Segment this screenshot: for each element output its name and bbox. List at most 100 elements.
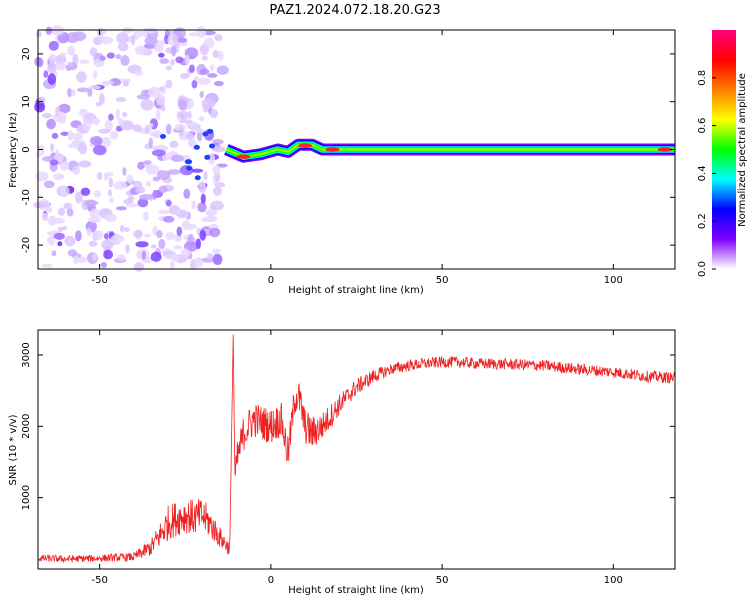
noise-blob	[76, 71, 87, 83]
x-tick-label: 0	[268, 575, 274, 586]
y-tick-label: -20	[21, 237, 32, 253]
noise-blob	[143, 27, 157, 34]
noise-blob	[145, 164, 160, 175]
noise-blob	[105, 213, 117, 223]
noise-blob	[89, 47, 98, 57]
noise-blob	[209, 64, 215, 72]
noise-blob	[143, 160, 152, 165]
carrier-hotspot	[325, 147, 340, 152]
noise-blob	[109, 197, 114, 204]
noise-blob	[139, 193, 153, 201]
snr-line	[37, 334, 676, 563]
noise-blob	[199, 68, 210, 75]
noise-blob	[90, 135, 103, 146]
noise-blob	[178, 119, 193, 124]
noise-blob	[188, 32, 199, 37]
noise-blob	[98, 128, 111, 134]
noise-blob	[216, 65, 229, 75]
noise-blob	[158, 185, 168, 194]
noise-blob	[67, 249, 78, 257]
noise-blob	[75, 256, 88, 264]
noise-blob	[170, 58, 175, 66]
noise-blob	[60, 131, 70, 136]
colorbar-tick-label: 0.2	[697, 213, 708, 229]
noise-blob	[172, 34, 179, 44]
noise-blob	[67, 143, 79, 149]
noise-blob	[165, 199, 172, 207]
noise-blob	[187, 110, 192, 120]
noise-blob	[183, 188, 191, 200]
noise-blob	[53, 232, 66, 240]
noise-blob	[64, 235, 76, 247]
noise-blob	[92, 145, 107, 156]
noise-blob	[191, 127, 204, 134]
noise-blob	[121, 111, 128, 118]
noise-blob	[189, 64, 195, 73]
colorbar-tick-label: 0.4	[697, 165, 708, 181]
noise-blob	[108, 177, 114, 188]
noise-blob	[46, 118, 56, 130]
noise-blob-bright	[202, 131, 209, 137]
noise-blob	[125, 203, 139, 208]
noise-blob	[165, 232, 175, 241]
noise-blob	[151, 149, 166, 157]
colorbar-ticks: 0.0 0.2 0.4 0.6 0.8	[697, 70, 716, 277]
noise-blob-bright	[194, 175, 201, 181]
noise-blob	[211, 145, 226, 153]
noise-blob	[179, 164, 194, 176]
noise-blob	[214, 34, 223, 42]
noise-blob	[207, 252, 214, 260]
noise-blob	[137, 198, 149, 208]
noise-blob	[178, 99, 188, 111]
noise-blob	[153, 44, 165, 52]
noise-blob	[143, 211, 149, 221]
noise-blob	[199, 90, 204, 99]
noise-blob	[89, 208, 100, 219]
noise-blob	[76, 87, 90, 93]
noise-blob	[109, 130, 119, 140]
noise-blob	[201, 55, 208, 61]
noise-blob	[48, 40, 59, 51]
noise-blob	[57, 207, 66, 216]
noise-blob	[200, 193, 206, 204]
noise-blob	[93, 58, 105, 68]
snr-frame	[37, 329, 676, 570]
noise-blob	[148, 86, 162, 98]
snr-series	[37, 334, 676, 563]
noise-blob	[79, 59, 90, 64]
noise-blob	[43, 70, 49, 78]
y-tick-label: 10	[21, 95, 32, 108]
noise-blob	[103, 233, 109, 240]
carrier-band	[224, 138, 675, 163]
y-tick-label: 1000	[21, 485, 32, 510]
noise-blob	[37, 96, 46, 104]
noise-blob	[210, 108, 219, 119]
noise-blob	[191, 168, 204, 173]
noise-blob	[187, 138, 197, 148]
noise-blob-bright	[207, 128, 214, 134]
noise-blob	[107, 189, 112, 197]
noise-blob	[122, 167, 127, 176]
noise-blob	[202, 104, 210, 113]
noise-blob	[191, 79, 198, 89]
noise-blob	[104, 119, 113, 132]
noise-blob	[80, 187, 91, 197]
noise-blob	[86, 227, 92, 237]
noise-blob	[170, 154, 184, 163]
noise-blob	[203, 171, 208, 181]
noise-blob	[167, 169, 181, 175]
noise-blob	[88, 216, 102, 223]
noise-blob	[134, 70, 144, 76]
noise-blob	[103, 249, 114, 260]
noise-blob	[185, 133, 195, 140]
noise-blob	[174, 123, 186, 131]
noise-blob	[193, 257, 203, 268]
snr-ticks: -50 0 50 100 1000 2000 3000	[21, 330, 675, 586]
noise-blob	[60, 184, 66, 196]
noise-blob	[144, 124, 150, 134]
noise-blob	[171, 253, 180, 262]
noise-blob	[179, 73, 190, 79]
noise-blob	[155, 230, 163, 239]
